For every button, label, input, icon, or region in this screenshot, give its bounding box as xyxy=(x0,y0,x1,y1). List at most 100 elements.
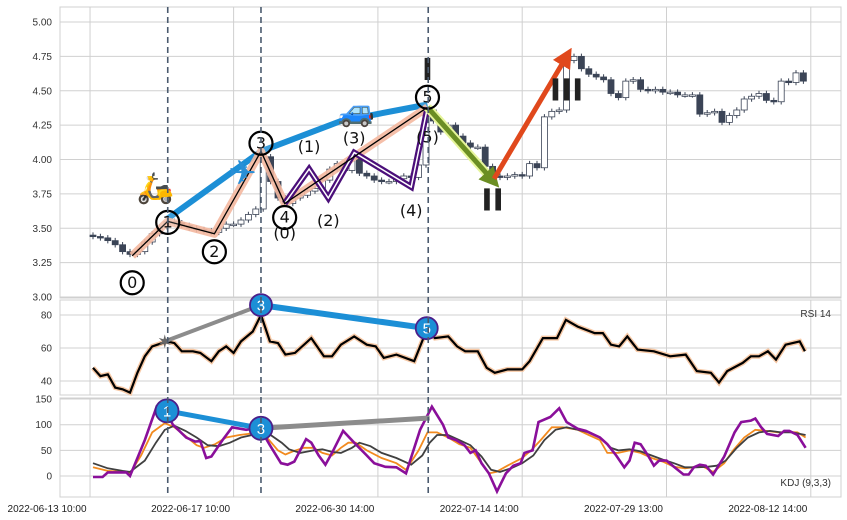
x-tick-label: 2022-06-30 14:00 xyxy=(295,504,374,515)
price-tick-label: 4.25 xyxy=(33,121,53,132)
candle-down xyxy=(644,88,652,92)
candle-down xyxy=(607,79,615,94)
rsi-divergence-blue xyxy=(260,302,428,332)
candle-down xyxy=(585,68,593,75)
rsi-wave-marker xyxy=(414,316,439,341)
rsi-wave-marker xyxy=(249,293,273,318)
candle-down xyxy=(378,179,386,183)
wave-point-label: 5 xyxy=(422,87,432,106)
candle-up xyxy=(526,163,533,177)
x-tick-label: 2022-07-29 13:00 xyxy=(584,504,663,515)
wave-point-label: 4 xyxy=(280,208,290,227)
candle-up xyxy=(629,79,637,82)
correction-arrow xyxy=(425,105,500,188)
kdj-j-line xyxy=(93,404,807,495)
candle-down xyxy=(659,88,667,93)
candle-up xyxy=(792,72,800,83)
kdj-tick-label: 0 xyxy=(46,472,52,483)
kdj-divergence-gray xyxy=(260,415,430,431)
sub-wave-label: (4) xyxy=(400,201,423,220)
rsi-wave-marker-label: 3 xyxy=(257,298,265,315)
candle-up xyxy=(244,214,252,221)
price-tick-label: 4.75 xyxy=(33,52,53,63)
panel-frames xyxy=(59,6,842,498)
candle-up xyxy=(541,116,548,169)
candle-up xyxy=(666,91,674,95)
candle-down xyxy=(578,55,585,70)
candle-down xyxy=(370,175,378,181)
kdj-tick-label: 100 xyxy=(35,420,52,431)
kdj-tick-label: 150 xyxy=(35,395,52,406)
rsi-divergence-gray xyxy=(164,303,262,344)
vertical-markers xyxy=(166,7,430,497)
price-tick-label: 4.00 xyxy=(33,155,53,166)
candle-down xyxy=(518,174,526,177)
candle-up xyxy=(511,174,519,177)
candle-down xyxy=(111,240,119,246)
candle-up xyxy=(740,98,748,111)
kdj-tick-label: 50 xyxy=(41,446,53,457)
impulse-wave-line xyxy=(131,106,428,257)
candle-up xyxy=(385,181,393,184)
kdj-divergence-blue xyxy=(166,408,262,431)
rsi-tick-label: 60 xyxy=(41,344,53,355)
candle-up xyxy=(703,112,711,115)
candle-up xyxy=(230,223,238,227)
x-tick-label: 2022-07-14 14:00 xyxy=(440,504,519,515)
degree-label: II xyxy=(481,183,503,218)
candle-down xyxy=(763,93,770,101)
rsi-label: RSI 14 xyxy=(800,309,831,320)
x-tick-label: 2022-06-13 10:00 xyxy=(8,504,87,515)
x-tick-label: 2022-06-17 10:00 xyxy=(151,504,230,515)
wave-point-label: 2 xyxy=(209,242,219,261)
kdj-label: KDJ (9,3,3) xyxy=(780,478,831,489)
candle-down xyxy=(615,93,622,99)
x-tick-label: 2022-08-12 14:00 xyxy=(728,504,807,515)
candle-up xyxy=(689,94,696,97)
candle-up xyxy=(755,93,763,97)
candle-up xyxy=(726,115,733,123)
sub-wave-label: (0) xyxy=(273,224,296,243)
rsi-wave-marker-label: 5 xyxy=(423,321,431,338)
star-marker-icon xyxy=(158,334,171,349)
candle-down xyxy=(674,91,681,96)
impulse-arrow xyxy=(491,47,572,181)
candle-up xyxy=(748,95,755,100)
car-icon: 🚙 xyxy=(338,95,375,129)
rsi-panel: 3 5 RSI 14 xyxy=(91,293,831,396)
candle-down xyxy=(363,172,371,177)
candle-up xyxy=(622,80,630,99)
candle-down xyxy=(637,79,644,90)
candle-up xyxy=(474,146,482,150)
wave-point-circle xyxy=(201,239,227,265)
price-tick-label: 5.00 xyxy=(33,18,53,29)
wave-point-circle xyxy=(119,270,145,296)
degree-label: III xyxy=(550,73,584,108)
candle-up xyxy=(733,109,741,116)
candle-down xyxy=(696,94,704,115)
candle-up xyxy=(681,94,689,97)
candle-down xyxy=(104,237,112,242)
price-tick-label: 3.25 xyxy=(33,258,53,269)
candle-up xyxy=(777,80,785,103)
wave-annotations: IIIIII012345(0)(1)(2)(3)(4)(5)🛵✈🚙 xyxy=(119,47,584,296)
airplane-icon: ✈ xyxy=(228,154,257,192)
candle-up xyxy=(503,175,511,178)
candle-down xyxy=(592,73,600,78)
sub-wave-inner-line xyxy=(284,107,429,204)
sub-wave-label: (3) xyxy=(343,129,366,148)
sub-wave-label: (1) xyxy=(298,137,321,156)
candle-down xyxy=(718,110,726,123)
trend-line xyxy=(165,101,429,222)
candle-down xyxy=(770,99,778,103)
candle-down xyxy=(119,244,126,253)
candle-up xyxy=(548,110,556,118)
candle-down xyxy=(800,72,807,82)
candle-up xyxy=(237,219,245,225)
candle-down xyxy=(600,76,607,81)
candle-down xyxy=(533,163,541,169)
wave-point-circle xyxy=(272,204,298,231)
axis-labels: 2022-06-13 10:00 2022-06-17 10:00 2022-06-… xyxy=(8,18,808,516)
candle-down xyxy=(466,142,474,148)
